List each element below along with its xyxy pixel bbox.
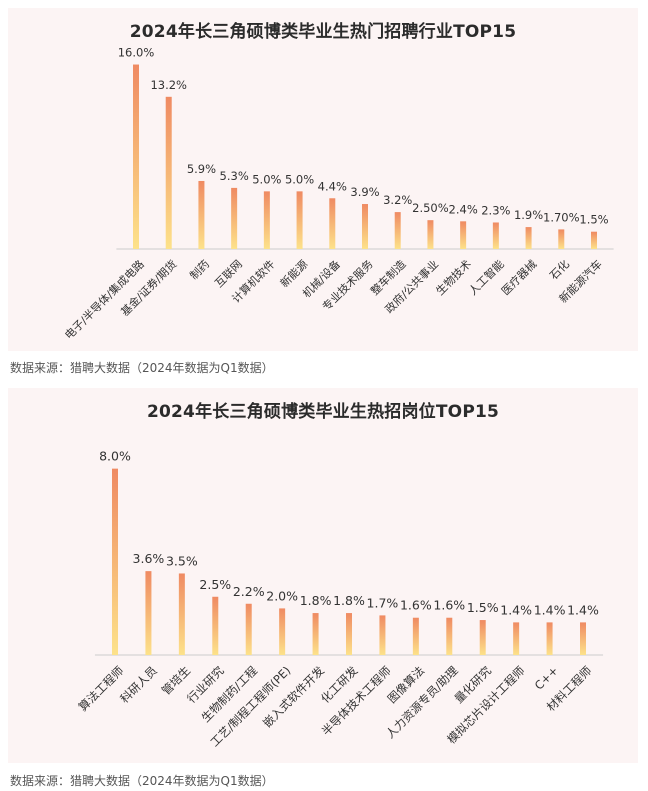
value-label: 5.9% [187, 162, 216, 176]
category-tick-label: 算法工程师 [76, 663, 127, 714]
value-label: 1.8% [300, 593, 332, 608]
bar [279, 608, 286, 655]
value-label: 8.0% [99, 449, 131, 464]
bar [178, 573, 185, 655]
bar [329, 198, 336, 249]
category-tick-label: 医疗器械 [498, 257, 539, 298]
bar [312, 613, 319, 655]
bar [558, 229, 565, 249]
value-label: 1.5% [579, 213, 608, 227]
category-tick-label: 基金/证券/期货 [118, 257, 180, 319]
bar [525, 227, 532, 249]
value-label: 1.5% [467, 600, 499, 615]
bar [296, 191, 303, 249]
chart-title: 2024年长三角硕博类毕业生热招岗位TOP15 [146, 402, 500, 422]
bar [245, 603, 252, 655]
category-tick-label: 石化 [547, 257, 572, 282]
value-label: 3.5% [166, 553, 198, 568]
bar [479, 620, 486, 655]
value-label: 2.3% [481, 203, 510, 217]
value-label: 1.4% [567, 602, 599, 617]
bar [263, 191, 270, 249]
data-source-note: 数据来源：猎聘大数据（2024年数据为Q1数据） [10, 774, 274, 788]
value-label: 2.5% [199, 577, 231, 592]
data-source-note: 数据来源：猎聘大数据（2024年数据为Q1数据） [10, 361, 274, 375]
bar [460, 221, 467, 249]
value-label: 3.9% [350, 185, 379, 199]
value-label: 13.2% [150, 78, 187, 92]
value-label: 1.7% [367, 595, 399, 610]
bar [591, 231, 597, 249]
industry-chart: 16.0%电子/半导体/集成电路13.2%基金/证券/期货5.9%制药5.3%互… [62, 46, 614, 342]
bar [412, 617, 419, 655]
bar [513, 622, 520, 655]
bar [145, 571, 152, 655]
value-label: 2.4% [449, 202, 478, 216]
bar [212, 596, 219, 655]
position-chart-panel: 2024年长三角硕博类毕业生热招岗位TOP15 8.0% 算法工程师 3.6% 科研人… [8, 388, 638, 763]
bar [379, 615, 386, 655]
value-label: 5.0% [252, 172, 281, 186]
value-label: 16.0% [118, 46, 155, 60]
value-label: 1.4% [500, 602, 532, 617]
value-label: 2.50% [412, 201, 449, 215]
bar [346, 613, 352, 655]
bar [112, 468, 118, 655]
bar [198, 180, 205, 249]
chart-title: 2024年长三角硕博类毕业生热门招聘行业TOP15 [129, 22, 517, 42]
bar [446, 617, 453, 655]
bar [427, 220, 434, 249]
bar [580, 622, 586, 655]
bar [546, 622, 553, 655]
value-label: 1.70% [543, 210, 580, 224]
value-label: 5.3% [220, 169, 249, 183]
value-label: 1.6% [433, 598, 465, 613]
industry-chart-panel: 2024年长三角硕博类毕业生热门招聘行业TOP15 16.0% 电子/半导体/集成… [8, 8, 638, 351]
position-chart: 8.0%算法工程师3.6%科研人员3.5%管培生2.5%行业研究2.2%生物制药… [76, 449, 604, 749]
category-tick-label: 嵌入式软件开发 [260, 663, 327, 730]
bar [362, 204, 368, 249]
bar [492, 222, 499, 249]
category-tick-label: 制药 [187, 258, 212, 283]
category-tick-label: 科研人员 [117, 663, 159, 705]
value-label: 5.0% [285, 172, 314, 186]
value-label: 1.9% [514, 208, 543, 222]
value-label: 1.8% [333, 593, 365, 608]
bar [133, 64, 139, 249]
category-tick-label: 生物技术 [433, 257, 474, 298]
value-label: 4.4% [318, 179, 347, 193]
value-label: 1.6% [400, 598, 432, 613]
value-label: 3.6% [133, 551, 165, 566]
bar [165, 96, 172, 249]
value-label: 3.2% [383, 193, 412, 207]
category-tick-label: 人工智能 [466, 257, 507, 298]
value-label: 1.4% [534, 602, 566, 617]
value-label: 2.2% [233, 584, 265, 599]
value-label: 2.0% [266, 588, 298, 603]
bar [231, 187, 238, 249]
category-tick-label: C++ [532, 663, 561, 692]
bar [394, 212, 401, 249]
